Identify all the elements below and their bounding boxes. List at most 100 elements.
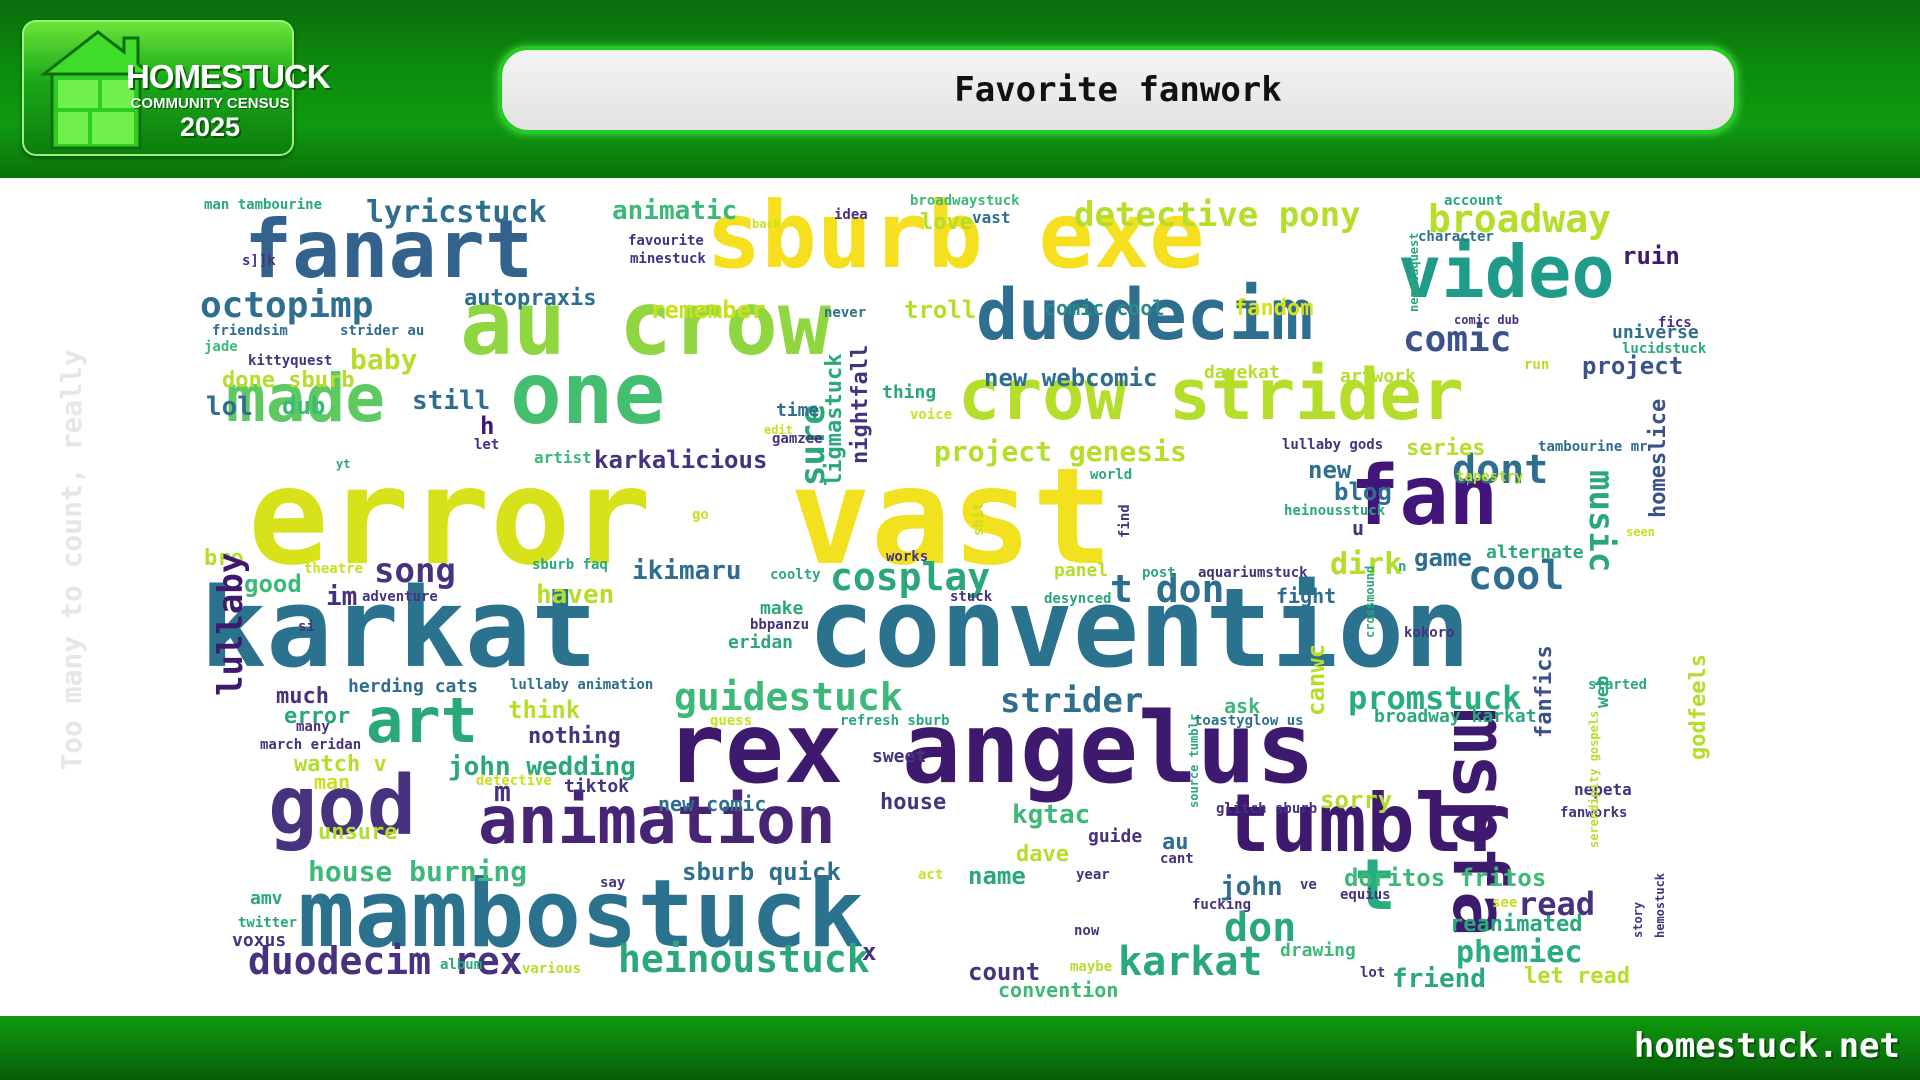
cloud-word: coolty (770, 567, 821, 583)
cloud-word: lullaby (211, 552, 251, 696)
cloud-word: nepeta (1574, 780, 1632, 799)
cloud-word: autopraxis (464, 286, 597, 311)
cloud-word: voice (910, 407, 953, 423)
cloud-word: guide (1088, 826, 1143, 847)
cloud-word: done sburb (222, 368, 355, 393)
cloud-word: art (366, 684, 478, 757)
cloud-word: character (1418, 229, 1494, 245)
cloud-word: say (600, 875, 626, 891)
cloud-word: duodecim rex (248, 939, 523, 983)
cloud-word: sorry (1320, 786, 1393, 814)
cloud-word: time (776, 400, 820, 421)
cloud-word: unsure (318, 820, 398, 845)
cloud-word: account (1444, 193, 1504, 209)
cloud-word: never (824, 305, 867, 321)
cloud-word: tapestry (1456, 469, 1524, 485)
cloud-word: troll (904, 296, 977, 324)
cloud-word: fucking (1192, 897, 1252, 913)
cloud-word: house burning (308, 855, 528, 888)
cloud-word: ikimaru (632, 556, 742, 586)
cloud-word: find (1117, 504, 1133, 538)
question-title-bar: Favorite fanwork (502, 50, 1734, 130)
cloud-word: jade (204, 339, 238, 355)
cloud-word: ligmastuck (822, 353, 847, 486)
cloud-word: amv (250, 888, 283, 909)
cloud-word: idea (834, 207, 868, 223)
cloud-word: many (296, 719, 330, 735)
cloud-word: think (508, 696, 581, 724)
cloud-word: ruin (1622, 242, 1680, 270)
cloud-word: count (968, 958, 1041, 986)
cloud-word: glitch sburb (1216, 801, 1318, 817)
cloud-word: man tambourine (204, 197, 323, 213)
cloud-word: fight (1276, 584, 1337, 608)
cloud-word: new webcomic (984, 364, 1158, 392)
cloud-word: au (1162, 830, 1189, 855)
cloud-word: homeslice (1646, 398, 1671, 518)
cloud-word: now (1074, 923, 1100, 939)
cloud-word: davekat (1204, 362, 1280, 383)
cloud-word: stuck (950, 589, 993, 605)
header-bar: HOMESTUCK COMMUNITY CENSUS 2025 Favorite… (0, 0, 1920, 178)
cloud-word: nepetaquest (1407, 232, 1421, 312)
cloud-word: music (1581, 470, 1621, 573)
cloud-word: strider (1000, 681, 1144, 721)
cloud-word: let (474, 437, 500, 453)
cloud-word: started (1588, 677, 1648, 693)
cloud-word: m (494, 775, 511, 808)
cloud-word: sburb quick (682, 858, 841, 886)
cloud-word: guess (710, 713, 753, 729)
cloud-word: karkalicious (594, 446, 768, 474)
cloud-word: panel (1054, 560, 1109, 581)
cloud-word: heinousstuck (1284, 503, 1386, 519)
cloud-word: bbpanzu (750, 617, 810, 633)
cloud-word: nightfall (848, 344, 873, 464)
cloud-word: mambostuck (298, 860, 864, 969)
cloud-word: universe (1612, 322, 1699, 343)
cloud-word: various (522, 961, 582, 977)
cloud-word: tambourine mr (1538, 439, 1648, 455)
cloud-word: heinoustuck (618, 937, 870, 981)
cloud-word: lullaby gods (1282, 437, 1384, 453)
cloud-word: friendsim (212, 323, 288, 339)
cloud-word: animation (478, 782, 836, 859)
cloud-word: story (1631, 901, 1645, 938)
cloud-word: ve (1300, 877, 1317, 893)
cloud-word: convention (808, 564, 1471, 692)
cloud-word: x (862, 938, 877, 966)
cloud-word: john (1220, 872, 1283, 902)
cloud-word: im (326, 582, 358, 612)
cloud-word: artwork (1340, 366, 1416, 387)
cloud-word: baby (350, 343, 418, 376)
cloud-word: lullaby animation (510, 677, 654, 693)
cloud-word: world (1090, 467, 1133, 483)
cloud-word: broadway karkat (1374, 706, 1537, 727)
cloud-word: game (1414, 544, 1472, 572)
cloud-word: made (226, 360, 385, 437)
cloud-word: gamzee (772, 431, 823, 447)
cloud-word: u (1352, 516, 1365, 540)
cloud-word: yt (336, 457, 351, 471)
cloud-word: friend (1392, 964, 1486, 994)
cloud-word: project (1582, 352, 1684, 380)
cloud-word: year (1076, 867, 1110, 883)
cloud-word: kittyquest (248, 353, 333, 369)
cloud-word: equius (1340, 887, 1391, 903)
footer-site-link[interactable]: homestuck.net (1633, 1026, 1900, 1066)
cloud-word: house (880, 790, 947, 815)
cloud-word: john wedding (448, 752, 636, 782)
cloud-word: kokoro (1404, 625, 1455, 641)
census-logo[interactable]: HOMESTUCK COMMUNITY CENSUS 2025 (22, 20, 331, 156)
cloud-word: alternate (1486, 542, 1584, 563)
cloud-word: t (1354, 844, 1397, 926)
cloud-word: animatic (612, 196, 738, 226)
cloud-word: phemiec (1456, 935, 1583, 970)
cloud-word: dont (1452, 447, 1549, 493)
cloud-word: cosplay (830, 555, 991, 599)
cloud-word: octopimp (200, 285, 374, 326)
cloud-word: t don (1110, 567, 1225, 611)
cloud-word: make (760, 598, 804, 619)
cloud-word: comic dub (1454, 313, 1520, 327)
cloud-word: fics (1658, 315, 1692, 331)
cloud-word: karkat (1118, 939, 1263, 985)
